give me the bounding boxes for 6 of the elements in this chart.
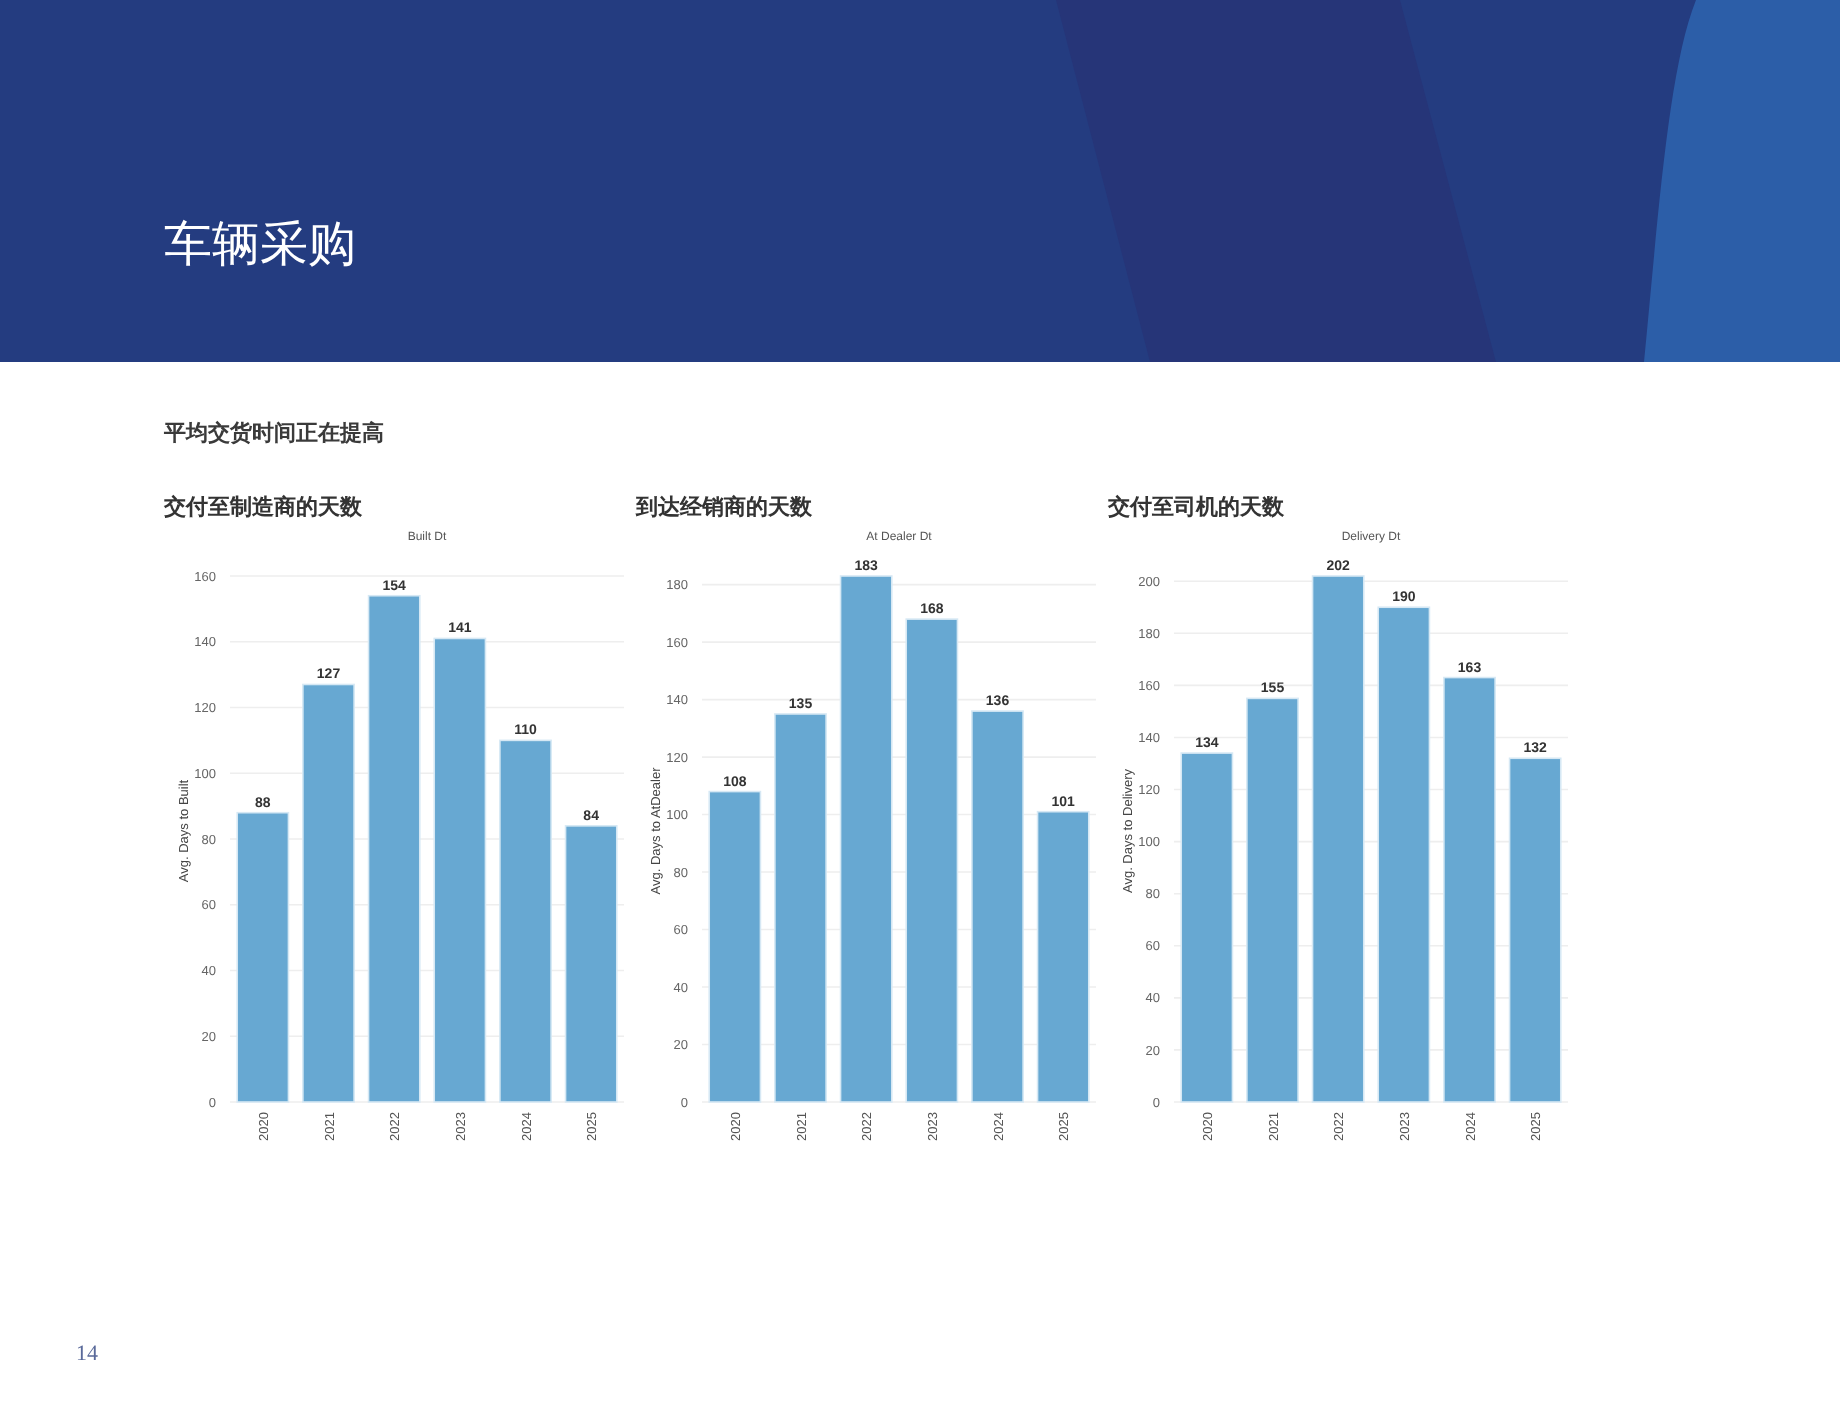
text: 14 xyxy=(76,1342,99,1366)
chart-title: 到达经销商的天数 xyxy=(634,494,814,520)
chart-title: 交付至司机的天数 xyxy=(1106,494,1286,520)
chart-title: 交付至制造商的天数 xyxy=(162,494,364,520)
text: 平均交货时间正在提高 xyxy=(162,420,384,446)
text: 车辆采购 xyxy=(164,218,356,272)
